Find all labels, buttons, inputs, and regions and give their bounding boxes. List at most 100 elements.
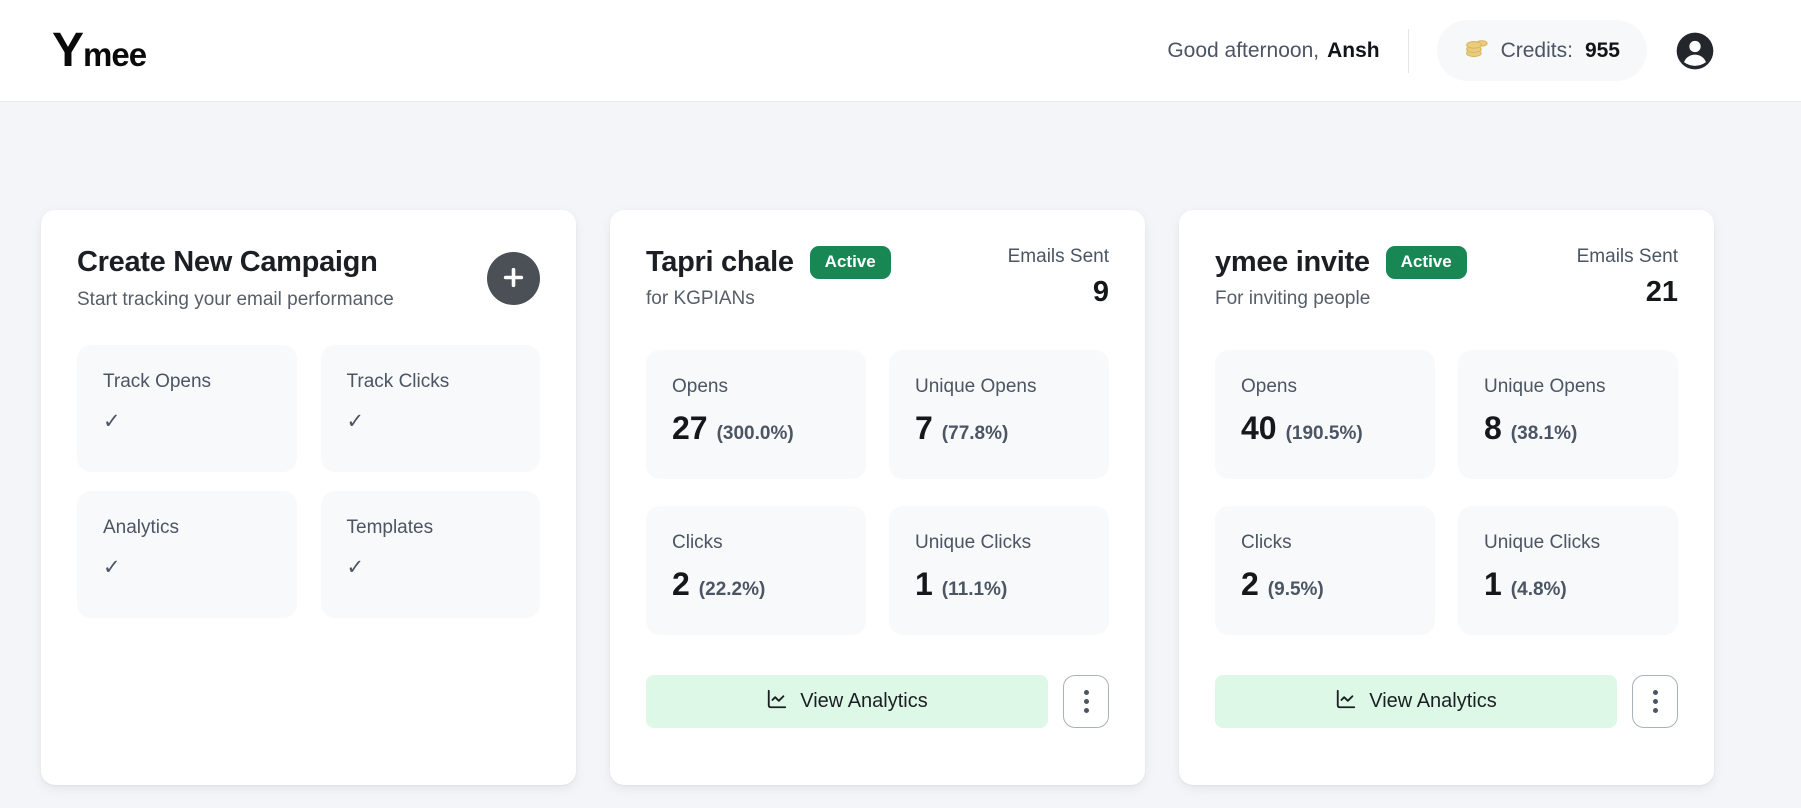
campaign-title-block: Tapri chale Active for KGPIANs — [646, 246, 891, 310]
campaign-name-row: Tapri chale Active — [646, 246, 891, 279]
create-card-subtitle: Start tracking your email performance — [77, 289, 394, 310]
status-badge: Active — [809, 246, 891, 279]
stat-label: Opens — [672, 376, 728, 397]
view-analytics-button[interactable]: View Analytics — [646, 675, 1048, 728]
brand-logo[interactable]: Y mee — [52, 23, 147, 77]
stat-percent: (9.5%) — [1267, 579, 1324, 600]
stat-tile-unique-opens: Unique Opens 7 (77.8%) — [889, 350, 1109, 479]
stat-label: Opens — [1241, 376, 1297, 397]
username: Ansh — [1327, 38, 1380, 62]
emails-sent-block: Emails Sent 9 — [1008, 246, 1109, 310]
stat-percent: (300.0%) — [716, 423, 794, 444]
create-campaign-button[interactable] — [487, 252, 540, 305]
stat-value: 27 — [672, 410, 708, 446]
stat-label: Clicks — [1241, 532, 1292, 553]
chart-line-icon — [1335, 688, 1357, 716]
coins-icon — [1464, 35, 1489, 66]
stat-label: Unique Clicks — [915, 532, 1032, 553]
stat-label: Unique Opens — [915, 376, 1037, 397]
create-card-title: Create New Campaign — [77, 246, 378, 278]
feature-label: Track Opens — [103, 371, 212, 392]
stat-value: 2 — [1241, 566, 1259, 602]
emails-sent-label: Emails Sent — [1576, 246, 1678, 267]
check-icon: ✓ — [346, 410, 365, 433]
brand-logo-initial: Y — [52, 23, 84, 77]
greeting: Good afternoon, Ansh — [1167, 39, 1379, 63]
stat-tile-unique-clicks: Unique Clicks 1 (11.1%) — [889, 506, 1109, 635]
campaign-card-ymee-invite: ymee invite Active For inviting people E… — [1179, 210, 1714, 785]
emails-sent-block: Emails Sent 21 — [1577, 246, 1678, 310]
stat-label: Unique Opens — [1484, 376, 1606, 397]
view-analytics-label: View Analytics — [800, 690, 928, 712]
stat-percent: (38.1%) — [1510, 423, 1578, 444]
chart-line-icon — [766, 688, 788, 716]
more-vertical-icon — [1652, 690, 1658, 713]
app-header: Y mee Good afternoon, Ansh Credits: 955 — [0, 0, 1801, 102]
campaign-name-row: ymee invite Active — [1215, 246, 1467, 279]
credits-pill[interactable]: Credits: 955 — [1436, 20, 1647, 81]
campaign-menu-button[interactable] — [1632, 675, 1678, 728]
stat-percent: (4.8%) — [1510, 579, 1567, 600]
feature-label: Analytics — [103, 517, 180, 538]
emails-sent-value: 9 — [1092, 276, 1109, 308]
create-card-text: Create New Campaign Start tracking your … — [77, 246, 394, 311]
header-right: Good afternoon, Ansh Credits: 955 — [1167, 20, 1715, 81]
user-circle-icon[interactable] — [1675, 31, 1715, 71]
stat-tile-unique-clicks: Unique Clicks 1 (4.8%) — [1458, 506, 1678, 635]
feature-tile-track-opens: Track Opens ✓ — [77, 345, 297, 472]
stat-tile-opens: Opens 27 (300.0%) — [646, 350, 866, 479]
campaign-menu-button[interactable] — [1063, 675, 1109, 728]
stat-percent: (190.5%) — [1285, 423, 1363, 444]
status-badge: Active — [1385, 246, 1467, 279]
stat-label: Clicks — [672, 532, 723, 553]
create-card-header: Create New Campaign Start tracking your … — [77, 246, 540, 311]
stat-percent: (11.1%) — [941, 579, 1008, 600]
stat-tile-opens: Opens 40 (190.5%) — [1215, 350, 1435, 479]
campaign-card-tapri-chale: Tapri chale Active for KGPIANs Emails Se… — [610, 210, 1145, 785]
campaign-header: Tapri chale Active for KGPIANs Emails Se… — [646, 246, 1109, 310]
emails-sent-value: 21 — [1645, 276, 1678, 308]
stat-tile-clicks: Clicks 2 (9.5%) — [1215, 506, 1435, 635]
emails-sent-label: Emails Sent — [1007, 246, 1109, 267]
stat-tile-unique-opens: Unique Opens 8 (38.1%) — [1458, 350, 1678, 479]
stat-value: 1 — [1484, 566, 1502, 602]
stat-percent: (22.2%) — [698, 579, 766, 600]
feature-tile-track-clicks: Track Clicks ✓ — [320, 345, 540, 472]
credits-label: Credits: — [1500, 38, 1573, 62]
check-icon: ✓ — [103, 556, 121, 579]
feature-tile-templates: Templates ✓ — [320, 491, 540, 618]
stat-value: 2 — [672, 566, 690, 602]
stat-label: Unique Clicks — [1484, 532, 1601, 553]
stats-grid: Opens 27 (300.0%) Unique Opens 7 (77.8%)… — [646, 350, 1109, 635]
campaign-header: ymee invite Active For inviting people E… — [1215, 246, 1678, 310]
feature-label: Templates — [346, 517, 434, 538]
brand-logo-rest: mee — [83, 35, 147, 73]
stat-value: 40 — [1241, 410, 1277, 446]
plus-icon — [500, 264, 527, 294]
campaign-description: for KGPIANs — [646, 288, 755, 309]
stat-value: 1 — [915, 566, 933, 602]
stat-value: 7 — [915, 410, 933, 446]
feature-tile-analytics: Analytics ✓ — [77, 491, 297, 618]
dashboard: Create New Campaign Start tracking your … — [0, 102, 1801, 785]
check-icon: ✓ — [103, 410, 121, 433]
campaign-footer: View Analytics — [1215, 675, 1678, 728]
feature-label: Track Clicks — [346, 371, 450, 392]
campaign-name: ymee invite — [1215, 246, 1370, 278]
create-campaign-card: Create New Campaign Start tracking your … — [41, 210, 576, 785]
campaign-name: Tapri chale — [646, 246, 794, 278]
stat-percent: (77.8%) — [941, 423, 1009, 444]
greeting-text: Good afternoon, — [1167, 38, 1320, 62]
more-vertical-icon — [1083, 690, 1089, 713]
check-icon: ✓ — [346, 556, 365, 579]
stats-grid: Opens 40 (190.5%) Unique Opens 8 (38.1%)… — [1215, 350, 1678, 635]
features-grid: Track Opens ✓ Track Clicks ✓ Analytics ✓… — [77, 345, 540, 618]
header-divider — [1407, 28, 1409, 73]
campaign-title-block: ymee invite Active For inviting people — [1215, 246, 1467, 310]
stat-value: 8 — [1484, 410, 1502, 446]
credits-value: 955 — [1584, 38, 1620, 62]
view-analytics-button[interactable]: View Analytics — [1215, 675, 1617, 728]
campaign-footer: View Analytics — [646, 675, 1109, 728]
stat-tile-clicks: Clicks 2 (22.2%) — [646, 506, 866, 635]
view-analytics-label: View Analytics — [1369, 690, 1497, 712]
